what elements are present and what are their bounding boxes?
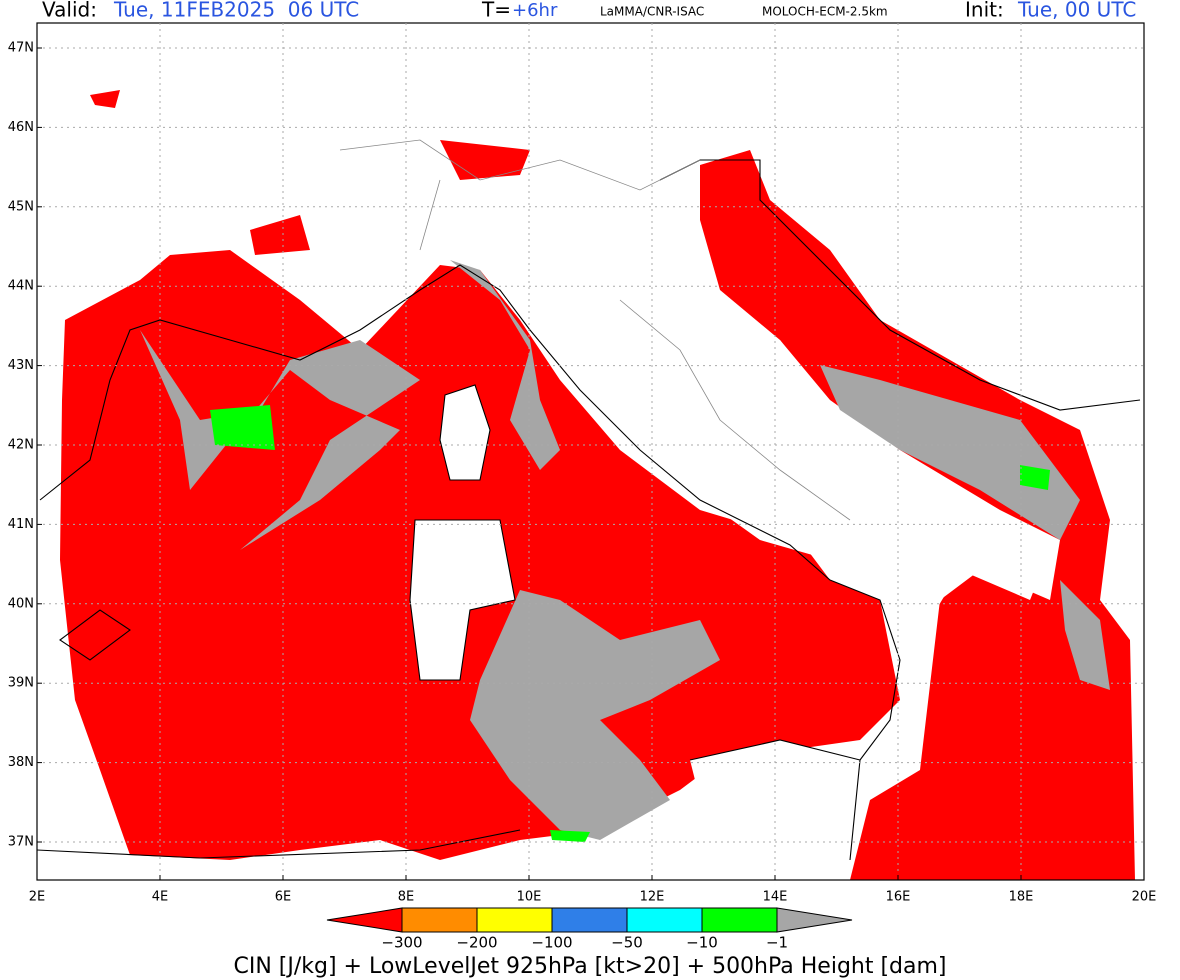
colorbar-label: −100 bbox=[531, 934, 572, 952]
colorbar-segment bbox=[551, 907, 628, 933]
colorbar-label: −300 bbox=[381, 934, 422, 952]
init-label: Init: bbox=[965, 0, 1004, 22]
lon-label: 4E bbox=[152, 890, 169, 905]
lon-label: 16E bbox=[886, 890, 911, 905]
colorbar-label: −1 bbox=[766, 934, 788, 952]
colorbar-label: −200 bbox=[456, 934, 497, 952]
valid-value: Tue, 11FEB2025 06 UTC bbox=[113, 0, 359, 22]
lat-label: 42N bbox=[8, 438, 34, 453]
lon-label: 20E bbox=[1132, 890, 1157, 905]
lat-label: 43N bbox=[8, 358, 34, 373]
colorbar-segment bbox=[701, 907, 778, 933]
lat-label: 38N bbox=[8, 755, 34, 770]
lon-label: 10E bbox=[517, 890, 542, 905]
lon-label: 8E bbox=[398, 890, 415, 905]
lon-label: 6E bbox=[275, 890, 292, 905]
colorbar-segment bbox=[776, 907, 853, 933]
lat-label: 47N bbox=[8, 41, 34, 56]
colorbar-segment bbox=[476, 907, 553, 933]
lon-label: 14E bbox=[763, 890, 788, 905]
colorbar-segment bbox=[401, 907, 478, 933]
init-value: Tue, 00 UTC bbox=[1017, 0, 1136, 22]
lat-label: 46N bbox=[8, 120, 34, 135]
colorbar-segment bbox=[326, 907, 403, 933]
lat-label: 40N bbox=[8, 596, 34, 611]
source: LaMMA/CNR-ISAC bbox=[600, 5, 704, 19]
lat-label: 39N bbox=[8, 676, 34, 691]
colorbar-segment bbox=[626, 907, 703, 933]
map-area bbox=[36, 22, 1145, 881]
lat-label: 37N bbox=[8, 835, 34, 850]
lat-label: 45N bbox=[8, 199, 34, 214]
lon-label: 18E bbox=[1009, 890, 1034, 905]
lat-label: 41N bbox=[8, 517, 34, 532]
t-label: T= bbox=[481, 0, 511, 22]
t-value: +6hr bbox=[512, 0, 558, 21]
colorbar: −300 −200 −100 −50 −10 −1 bbox=[326, 907, 853, 952]
model: MOLOCH-ECM-2.5km bbox=[762, 5, 888, 19]
valid-label: Valid: bbox=[42, 0, 97, 22]
caption: CIN [J/kg] + LowLevelJet 925hPa [kt>20] … bbox=[233, 954, 946, 979]
lat-label: 44N bbox=[8, 279, 34, 294]
colorbar-label: −10 bbox=[686, 934, 718, 952]
graticule: 47N 46N 45N 44N 43N 42N 41N 40N 39N 38N 37N 2E 4E 6E 8… bbox=[8, 23, 1157, 905]
colorbar-label: −50 bbox=[611, 934, 643, 952]
lon-label: 2E bbox=[29, 890, 46, 905]
lon-label: 12E bbox=[640, 890, 665, 905]
